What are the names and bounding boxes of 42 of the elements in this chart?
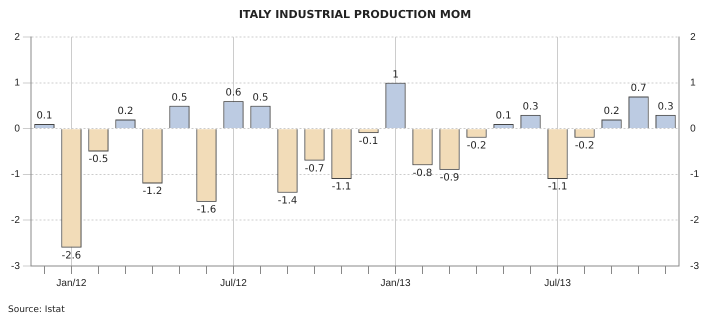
y2-tick-label: -1 xyxy=(690,169,700,180)
data-label: 0.2 xyxy=(117,106,134,118)
y-tick-label: -2 xyxy=(10,214,20,226)
data-label: 0.6 xyxy=(226,88,242,99)
data-label: 0.7 xyxy=(630,83,647,94)
y2-tick-label: -2 xyxy=(690,214,700,226)
y-tick-label: 1 xyxy=(14,78,20,89)
y2-tick-label: -3 xyxy=(690,260,700,272)
data-label: 0.3 xyxy=(658,101,674,112)
data-label: 0.5 xyxy=(171,92,188,104)
y-tick-label: -1 xyxy=(10,169,20,180)
data-label: -1.2 xyxy=(142,186,162,198)
data-label: -1.1 xyxy=(332,182,352,193)
y-tick-label: -3 xyxy=(10,260,20,272)
data-label: -1.1 xyxy=(548,182,568,193)
data-label: -1.6 xyxy=(196,204,216,216)
data-label: -0.8 xyxy=(412,168,432,179)
data-label: -0.2 xyxy=(574,140,594,152)
x-tick-label: Jan/13 xyxy=(380,278,411,289)
data-label: -0.5 xyxy=(88,154,108,166)
data-label: 0.2 xyxy=(604,106,620,118)
y2-tick-label: 2 xyxy=(690,32,696,43)
data-label: -0.1 xyxy=(358,136,378,147)
x-tick-label: Jul/13 xyxy=(544,278,572,289)
y2-tick-label: 1 xyxy=(690,78,696,89)
x-tick-label: Jul/12 xyxy=(220,278,248,289)
source-note: Source: Istat xyxy=(8,305,65,315)
data-label: -2.6 xyxy=(62,250,82,262)
data-label: 0.3 xyxy=(522,101,539,112)
data-label: 0.1 xyxy=(36,110,52,122)
data-label: 0.5 xyxy=(252,92,268,104)
chart-title: ITALY INDUSTRIAL PRODUCTION MOM xyxy=(238,8,472,21)
x-tick-label: Jan/12 xyxy=(56,278,87,289)
data-label: -1.4 xyxy=(278,195,298,206)
data-label: 1 xyxy=(392,69,399,80)
data-label: 0.1 xyxy=(496,110,512,122)
data-label: -0.7 xyxy=(304,163,324,174)
y2-tick-label: 0 xyxy=(690,123,696,134)
data-label: -0.2 xyxy=(466,140,486,152)
y-tick-label: 0 xyxy=(14,123,20,134)
y-tick-label: 2 xyxy=(14,32,20,43)
data-label: -0.9 xyxy=(440,172,460,184)
